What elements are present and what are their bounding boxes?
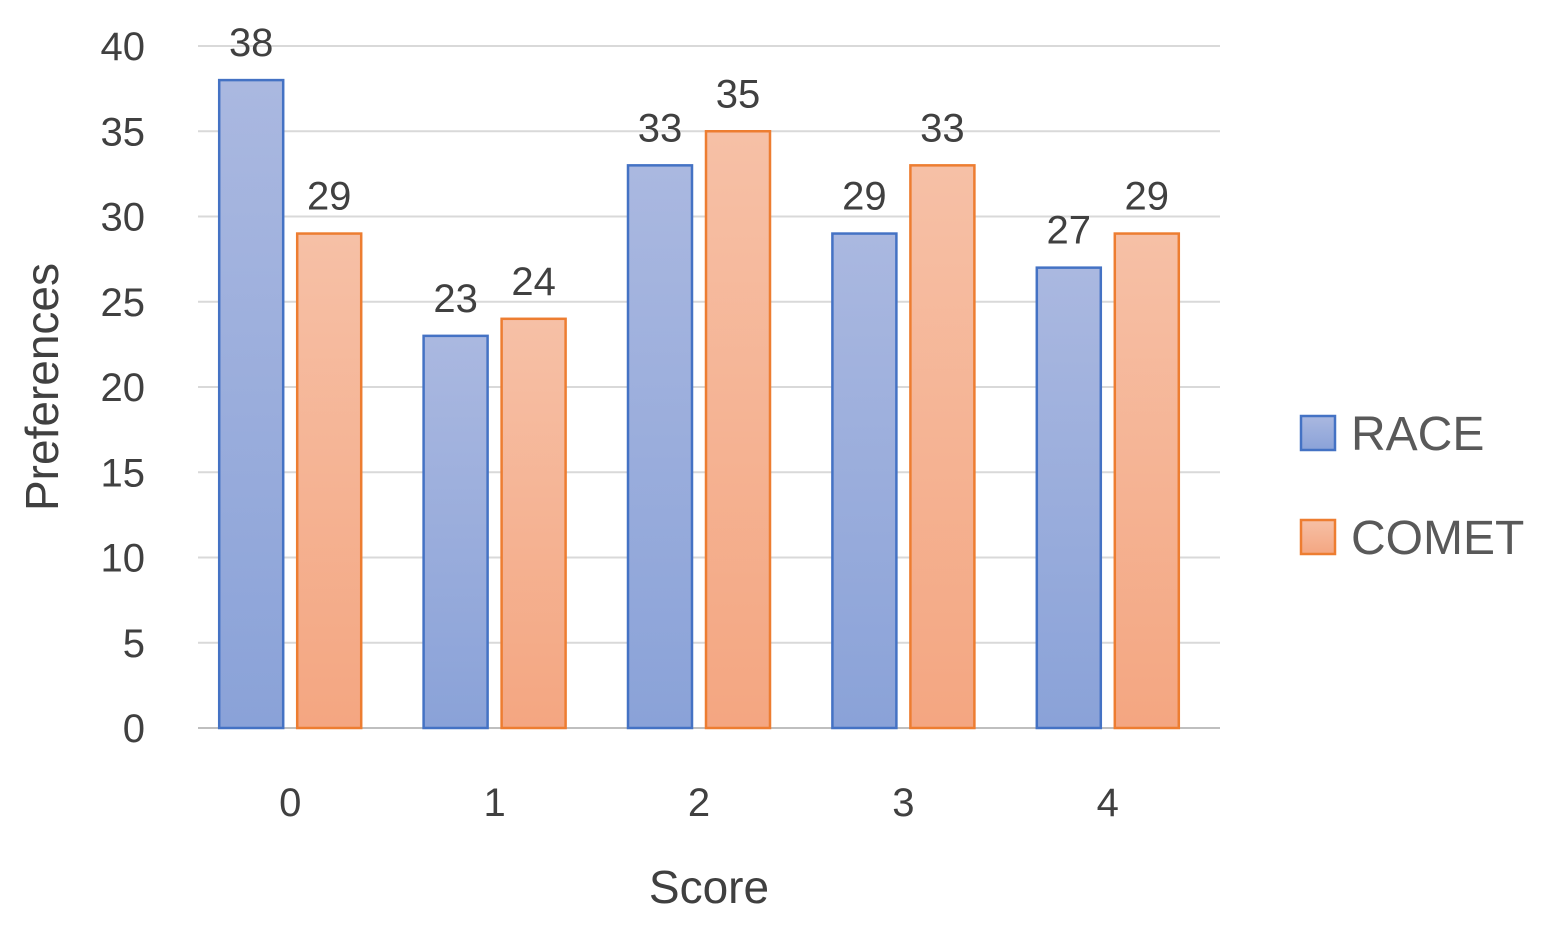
y-tick-label: 5 bbox=[123, 622, 145, 666]
bar-race-4 bbox=[1035, 266, 1103, 730]
bar-comet-1 bbox=[500, 317, 567, 730]
bar-comet-4 bbox=[1113, 232, 1181, 730]
bars bbox=[217, 78, 1181, 730]
data-labels: 38 29 23 24 33 35 29 33 27 29 bbox=[229, 21, 1169, 321]
legend-label-comet: COMET bbox=[1351, 512, 1524, 565]
x-tick-label: 4 bbox=[1097, 781, 1119, 825]
bar-race-1 bbox=[422, 334, 489, 730]
bar-comet-2 bbox=[704, 130, 772, 730]
data-label-race-3: 29 bbox=[842, 175, 887, 219]
x-tick-label: 3 bbox=[892, 781, 914, 825]
x-tick-label: 2 bbox=[688, 781, 710, 825]
data-label-comet-1: 24 bbox=[511, 260, 556, 304]
bar-comet-3 bbox=[909, 164, 976, 730]
y-tick-label: 35 bbox=[101, 110, 146, 154]
legend: RACE COMET bbox=[1299, 408, 1524, 565]
bar-comet-0 bbox=[295, 232, 363, 730]
data-label-race-1: 23 bbox=[433, 277, 478, 321]
x-tick-label: 1 bbox=[483, 781, 505, 825]
y-tick-label: 10 bbox=[101, 537, 146, 581]
legend-label-race: RACE bbox=[1351, 408, 1484, 461]
y-axis-title: Preferences bbox=[16, 263, 68, 511]
y-tick-label: 0 bbox=[123, 707, 145, 751]
x-axis-ticks: 0 1 2 3 4 bbox=[279, 781, 1119, 825]
bar-race-3 bbox=[831, 232, 898, 730]
data-label-comet-0: 29 bbox=[307, 175, 352, 219]
x-tick-label: 0 bbox=[279, 781, 301, 825]
data-label-race-4: 27 bbox=[1047, 209, 1092, 253]
x-axis-title: Score bbox=[649, 861, 769, 913]
y-tick-label: 25 bbox=[101, 281, 146, 325]
bar-race-2 bbox=[626, 164, 694, 730]
y-axis-ticks: 0 5 10 15 20 25 30 35 40 bbox=[101, 25, 146, 751]
y-tick-label: 30 bbox=[101, 196, 146, 240]
legend-swatch-race bbox=[1299, 414, 1337, 452]
data-label-comet-4: 29 bbox=[1125, 175, 1170, 219]
data-label-comet-3: 33 bbox=[920, 106, 965, 150]
y-tick-label: 40 bbox=[101, 25, 146, 69]
bar-race-0 bbox=[217, 78, 285, 730]
y-tick-label: 15 bbox=[101, 451, 146, 495]
data-label-race-0: 38 bbox=[229, 21, 274, 65]
data-label-race-2: 33 bbox=[638, 106, 683, 150]
y-tick-label: 20 bbox=[101, 366, 146, 410]
legend-swatch-comet bbox=[1299, 518, 1337, 556]
data-label-comet-2: 35 bbox=[716, 72, 761, 116]
